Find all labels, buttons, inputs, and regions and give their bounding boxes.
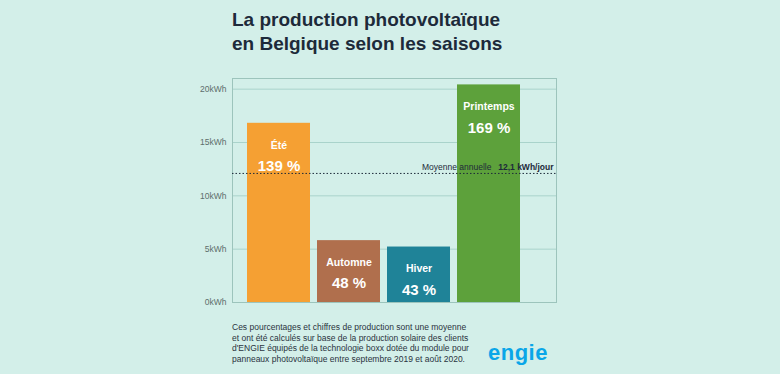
svg-text:15kWh: 15kWh bbox=[200, 137, 227, 147]
svg-text:12,1 kWh/jour: 12,1 kWh/jour bbox=[498, 162, 554, 172]
html-text:La production photovoltaïque e: La production photovoltaïque en Belgique… bbox=[232, 9, 503, 54]
svg-text:139 %: 139 % bbox=[258, 157, 301, 174]
svg-text:0kWh: 0kWh bbox=[205, 297, 227, 307]
html-text:Ces pourcentages et chiffres d: Ces pourcentages et chiffres de producti… bbox=[232, 322, 469, 364]
svg-text:Moyenne annuelle: Moyenne annuelle bbox=[422, 162, 492, 172]
svg-text:5kWh: 5kWh bbox=[205, 244, 227, 254]
svg-text:Hiver: Hiver bbox=[406, 262, 432, 274]
svg-text:20kWh: 20kWh bbox=[200, 84, 227, 94]
svg-text:10kWh: 10kWh bbox=[200, 191, 227, 201]
svg-text:Printemps: Printemps bbox=[463, 100, 515, 112]
html-text:engie: engie bbox=[488, 340, 548, 365]
svg-text:43 %: 43 % bbox=[402, 281, 436, 298]
svg-text:169 %: 169 % bbox=[468, 119, 511, 136]
svg-text:Été: Été bbox=[271, 139, 288, 151]
svg-text:Automne: Automne bbox=[326, 256, 372, 268]
svg-text:48 %: 48 % bbox=[332, 274, 366, 291]
